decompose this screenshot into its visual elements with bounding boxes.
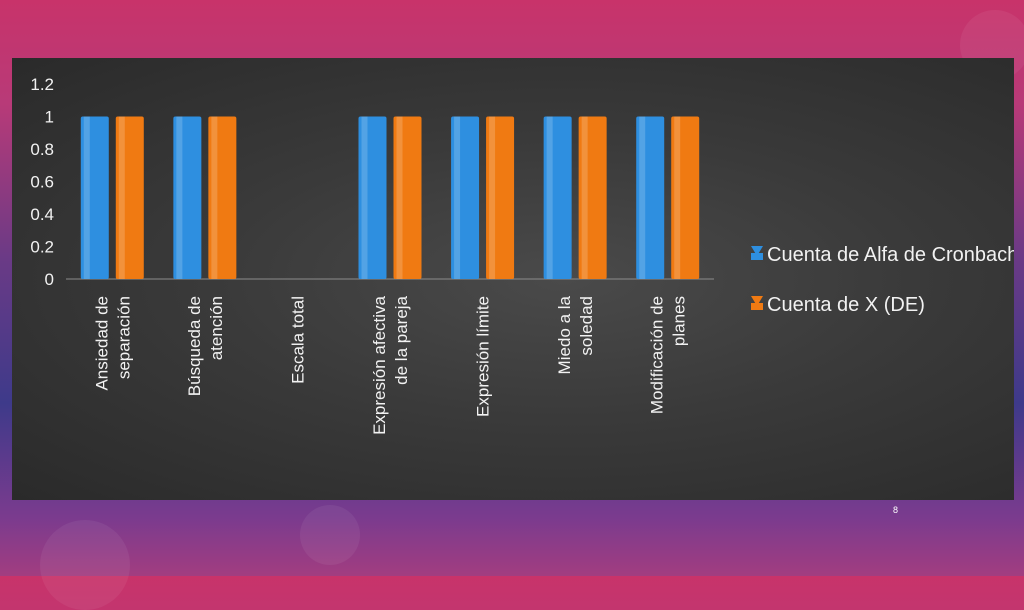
background-bokeh [300,505,360,565]
category-label-line: Modificación de [648,296,667,414]
legend-marker [751,253,763,260]
category-label-line: Miedo a la [555,295,574,374]
y-tick-label: 0.6 [30,173,54,192]
bar-highlight [639,116,646,279]
category-label-line: Ansiedad de [92,296,111,391]
category-label-line: separación [114,296,133,379]
bar-highlight [489,116,496,279]
bar-highlight [176,116,183,279]
bar-highlight [83,116,90,279]
category-label: Modificación de planes [648,296,689,414]
chart-panel: 0 0.2 0.4 0.6 0.8 1 1.2 Ansiedad de separación B… [12,58,1014,500]
category-label-line: Expresión afectiva [370,295,389,434]
category-label-line: Escala total [288,296,307,384]
slide-number: 8 [893,505,899,515]
y-tick-label: 1.2 [30,75,54,94]
category-label-line: de la pareja [392,295,411,384]
category-label: Ansiedad de separación [92,296,133,391]
bar [393,116,422,279]
category-label-line: atención [207,296,226,360]
y-tick-label: 0.8 [30,140,54,159]
category-label: Miedo a la soledad [555,295,596,374]
bar-highlight [361,116,368,279]
bar-chart: 0 0.2 0.4 0.6 0.8 1 1.2 Ansiedad de separación B… [30,75,1014,435]
category-label-line: Expresión límite [474,296,493,417]
category-label: Escala total [288,296,307,384]
category-label: Expresión límite [474,296,493,417]
bar [671,116,700,279]
bar-highlight [211,116,218,279]
category-label-line: Búsqueda de [185,296,204,396]
bar [486,116,515,279]
category-label: Expresión afectiva de la pareja [370,295,411,434]
category-label-line: planes [670,296,689,346]
bar [636,116,665,279]
legend-marker [751,296,763,306]
legend-label: Cuenta de X (DE) [767,294,925,316]
bar [543,116,572,279]
bar-highlight [581,116,588,279]
legend-marker [751,303,763,310]
bar-highlight [546,116,553,279]
bar-highlight [674,116,681,279]
category-label-line: soledad [577,296,596,356]
legend-marker [751,246,763,256]
bar [578,116,607,279]
bar [358,116,387,279]
bar [208,116,237,279]
bar [80,116,109,279]
bar-highlight [454,116,461,279]
background-bokeh [40,520,130,610]
bar-highlight [118,116,125,279]
bar [173,116,202,279]
y-tick-label: 0 [45,270,54,289]
y-tick-label: 0.4 [30,205,54,224]
bar-highlight [396,116,403,279]
legend-label: Cuenta de Alfa de Cronbach [767,244,1014,266]
y-tick-label: 0.2 [30,238,54,257]
y-tick-label: 1 [45,108,54,127]
category-label: Búsqueda de atención [185,296,226,396]
bar [451,116,480,279]
bar [115,116,144,279]
